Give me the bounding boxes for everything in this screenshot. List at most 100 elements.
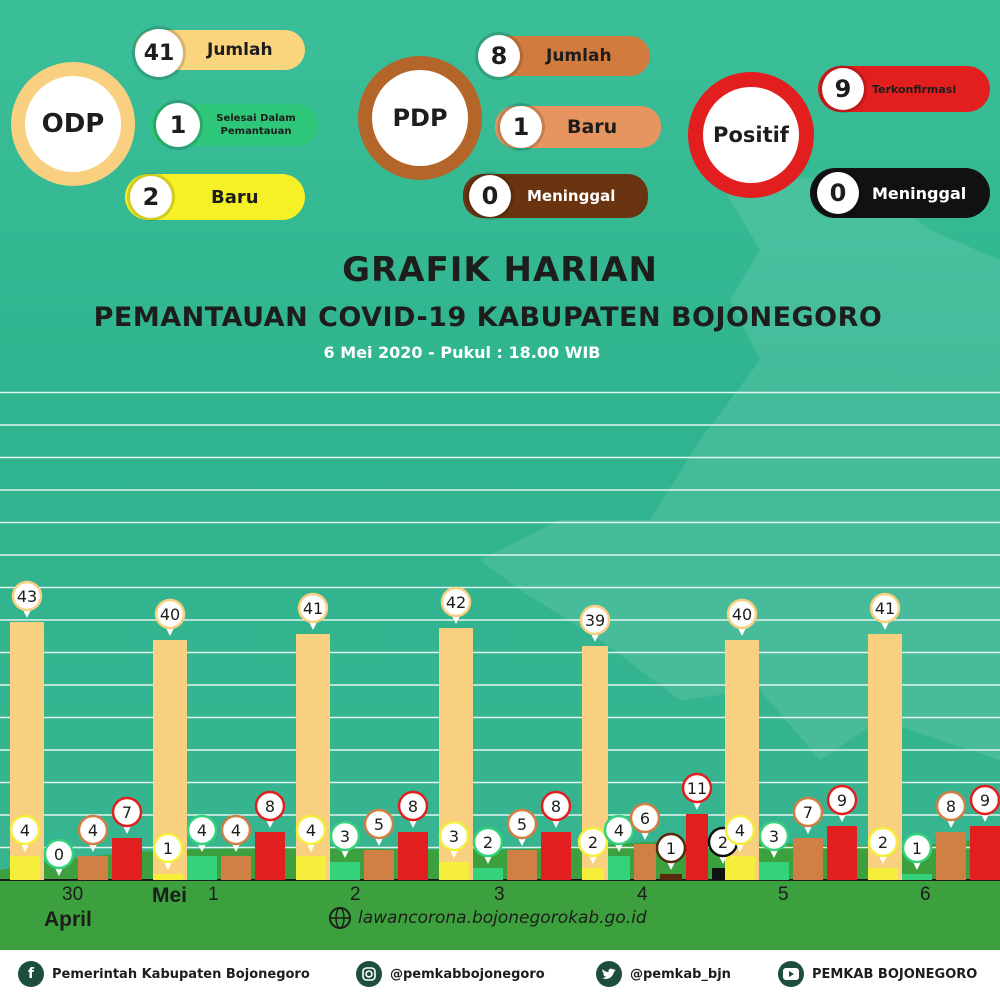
data-label-bubble	[397, 790, 429, 822]
data-label: 5	[517, 815, 527, 834]
bar	[78, 856, 108, 880]
bar	[686, 814, 708, 880]
facebook-label: Pemerintah Kabupaten Bojonegoro	[52, 966, 310, 982]
odp-selesai-value: 1	[156, 103, 200, 147]
footer-youtube[interactable]: PEMKAB BOJONEGORO	[778, 961, 977, 987]
data-label-bubble	[577, 826, 609, 858]
instagram-icon	[356, 961, 382, 987]
pdp-meninggal-value: 0	[469, 175, 511, 217]
bar	[398, 832, 428, 880]
website[interactable]: lawancorona.bojonegorokab.go.id	[328, 906, 647, 930]
data-label: 11	[687, 779, 707, 798]
data-label: 2	[718, 833, 728, 852]
positif-hub: Positif	[688, 72, 814, 198]
odp-label: ODP	[41, 109, 105, 139]
twitter-icon	[596, 961, 622, 987]
bar	[364, 850, 394, 880]
positif-label: Positif	[713, 123, 789, 147]
chart-date: 6 Mei 2020 - Pukul : 18.00 WIB	[323, 343, 601, 362]
data-label: 0	[54, 845, 64, 864]
data-label: 41	[303, 599, 323, 618]
data-label-bubble	[629, 802, 661, 834]
bar	[10, 856, 40, 880]
data-label-bubble	[43, 838, 75, 870]
bar	[759, 862, 789, 880]
data-label-bubble	[220, 814, 252, 846]
twitter-label: @pemkab_bjn	[630, 966, 731, 982]
data-label-bubble	[603, 814, 635, 846]
chart-subtitle: PEMANTAUAN COVID-19 KABUPATEN BOJONEGORO	[93, 302, 883, 333]
data-label: 2	[483, 833, 493, 852]
x-tick-label: 6	[920, 884, 931, 905]
footer-twitter[interactable]: @pemkab_bjn	[596, 961, 731, 987]
data-label: 3	[449, 827, 459, 846]
data-label-bubble	[681, 772, 713, 804]
pdp-label: PDP	[392, 104, 448, 132]
globe-icon	[329, 907, 351, 929]
positif-meninggal-value: 0	[817, 172, 859, 214]
data-label-bubble	[440, 586, 472, 618]
pdp-baru-value: 1	[500, 106, 542, 148]
bar	[439, 862, 469, 880]
data-label: 4	[20, 821, 30, 840]
data-label-bubble	[152, 832, 184, 864]
bar	[793, 838, 823, 880]
data-label-bubble	[9, 814, 41, 846]
x-tick-label: 1	[208, 884, 219, 905]
data-label: 8	[265, 797, 275, 816]
data-label-bubble	[901, 832, 933, 864]
data-label: 42	[446, 593, 466, 612]
youtube-label: PEMKAB BOJONEGORO	[812, 966, 978, 982]
bar	[296, 856, 326, 880]
bar	[330, 862, 360, 880]
bar	[868, 868, 898, 880]
data-label: 4	[231, 821, 241, 840]
instagram-label: @pemkabbojonegoro	[390, 966, 545, 982]
data-label: 39	[585, 611, 605, 630]
bar	[255, 832, 285, 880]
positif-meninggal-label: Meninggal	[872, 183, 967, 203]
data-label: 40	[732, 605, 752, 624]
data-label-bubble	[969, 784, 1000, 816]
x-tick-label: Mei	[152, 884, 188, 907]
facebook-icon: f	[18, 961, 44, 987]
bar	[187, 856, 217, 880]
x-tick-label: 5	[778, 884, 789, 905]
data-label-bubble	[297, 592, 329, 624]
data-label: 8	[551, 797, 561, 816]
data-label: 7	[803, 803, 813, 822]
bar	[221, 856, 251, 880]
data-label: 2	[588, 833, 598, 852]
data-label-bubble	[758, 820, 790, 852]
data-label: 9	[980, 791, 990, 810]
x-tick-label: 4	[637, 884, 648, 905]
data-label-bubble	[726, 598, 758, 630]
bar	[970, 826, 1000, 880]
odp-total-label: Jumlah	[207, 40, 273, 60]
pdp-total-value: 8	[478, 35, 520, 77]
data-label-bubble	[506, 808, 538, 840]
bar	[660, 874, 682, 880]
data-label: 40	[160, 605, 180, 624]
data-label-bubble	[579, 604, 611, 636]
bar	[582, 868, 604, 880]
website-link[interactable]: lawancorona.bojonegorokab.go.id	[358, 908, 647, 928]
data-label-bubble	[655, 832, 687, 864]
footer: f Pemerintah Kabupaten Bojonegoro @pemka…	[0, 950, 1000, 1000]
x-tick-label: April	[44, 908, 92, 931]
odp-selesai-label: Selesai Dalam Pemantauan	[216, 113, 296, 137]
bar	[902, 874, 932, 880]
data-label: 4	[306, 821, 316, 840]
footer-facebook[interactable]: f Pemerintah Kabupaten Bojonegoro	[18, 961, 310, 987]
chart-title: GRAFIK HARIAN	[342, 250, 658, 290]
data-label: 4	[614, 821, 624, 840]
footer-instagram[interactable]: @pemkabbojonegoro	[356, 961, 545, 987]
x-tick-label: 30	[62, 884, 84, 905]
odp-hub: ODP	[11, 62, 135, 186]
data-label-bubble	[363, 808, 395, 840]
data-label-bubble	[540, 790, 572, 822]
data-label: 5	[374, 815, 384, 834]
bar	[725, 856, 755, 880]
